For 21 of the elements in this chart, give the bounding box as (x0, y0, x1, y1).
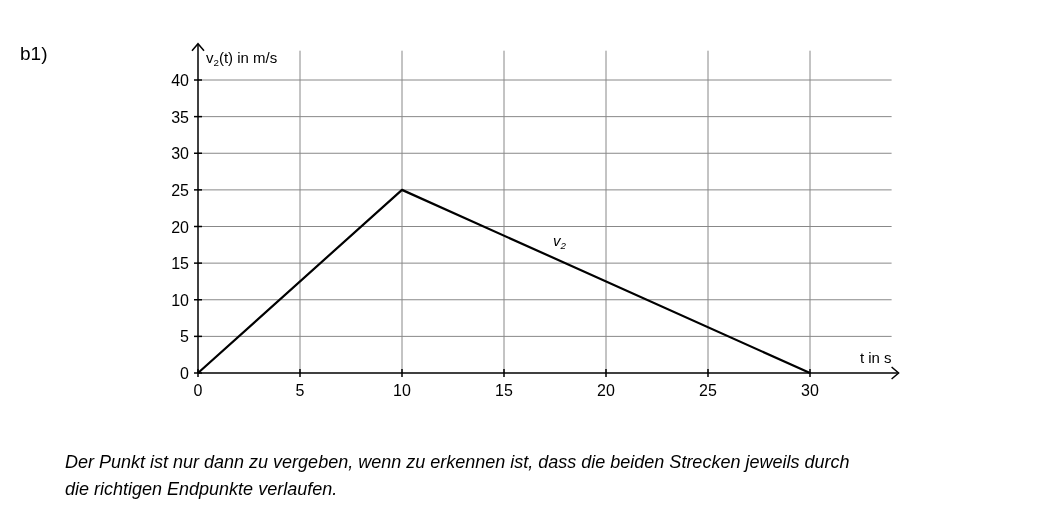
x-tick-label: 10 (393, 382, 411, 399)
x-axis-title: t in s (859, 349, 892, 366)
y-tick-label: 15 (171, 255, 190, 273)
text: Der Punkt ist nur dann zu vergeben, wenn zu erkennen ist, dass die beiden Strecken jeweils durch die richtigen Endpunkte verlaufen. (65, 452, 850, 499)
y-tick-label: 35 (171, 108, 190, 126)
y-tick-label: 40 (171, 72, 190, 89)
y-axis-title: v$_{2}$(t) in m/s (206, 48, 278, 68)
x-tick-label: 0 (193, 382, 203, 399)
y-tick-label: 0 (180, 365, 190, 382)
x-tick-label: 25 (699, 382, 717, 399)
x-tick-label: 5 (295, 382, 305, 399)
y-tick-label: 10 (171, 291, 190, 309)
y-tick-label: 5 (180, 328, 190, 346)
text: b1) (20, 43, 48, 64)
y-tick-label: 20 (171, 218, 190, 236)
x-tick-label: 30 (801, 382, 819, 399)
x-tick-label: 20 (597, 382, 615, 399)
x-tick-label: 15 (495, 382, 513, 399)
y-tick-label: 25 (171, 181, 190, 199)
series-label: v$_{2}$ (552, 231, 567, 251)
y-tick-label: 30 (171, 145, 190, 163)
